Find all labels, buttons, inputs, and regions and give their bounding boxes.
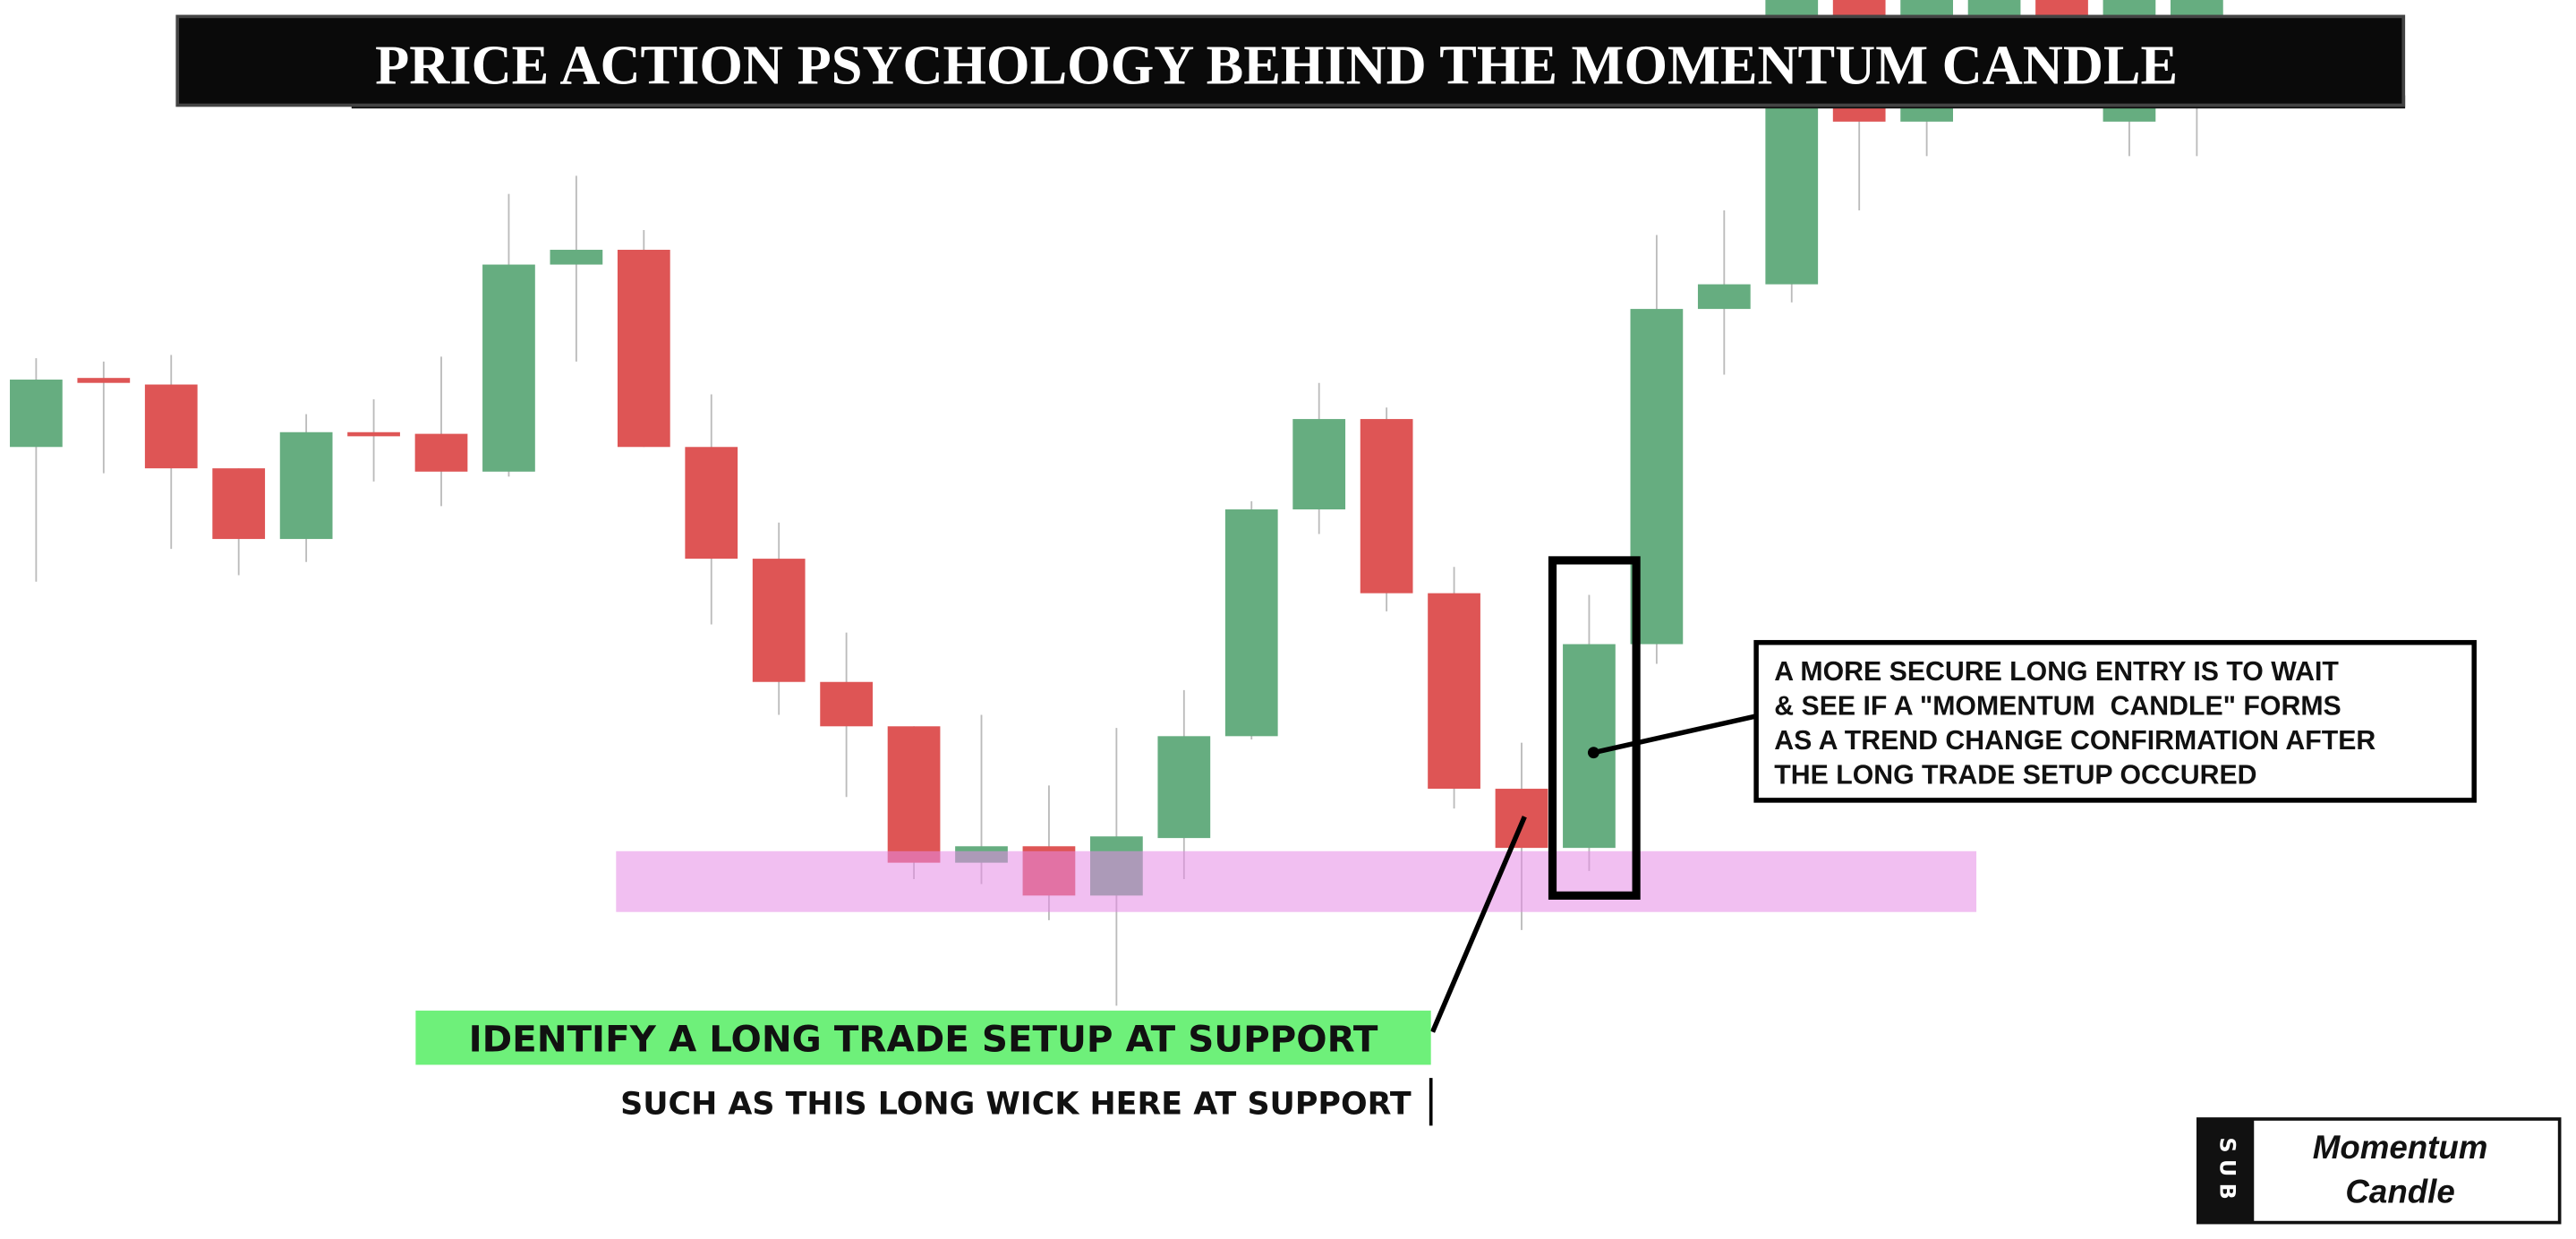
candle-body [212,468,266,540]
support-zone [616,850,1977,912]
candle-body [1292,419,1346,510]
candle-body [550,250,603,265]
candle-body [2171,0,2223,17]
pointer-line [1429,816,1527,1033]
candle-body [1360,419,1413,594]
badge-logo: SUB [2215,1137,2240,1206]
candle-body [414,433,468,472]
entry-note: A MORE SECURE LONG ENTRY IS TO WAIT & SEE… [1774,657,2376,790]
candle-body [347,432,400,437]
entry-note-line: AS A TREND CHANGE CONFIRMATION AFTER [1774,726,2376,756]
badge-logo-bg [2197,1118,2255,1223]
entry-note-line: & SEE IF A "MOMENTUM CANDLE" FORMS [1774,691,2341,721]
entry-note-line: THE LONG TRADE SETUP OCCURED [1774,761,2256,790]
candle-body [1428,593,1480,790]
candle-body [820,681,873,727]
candle-body [887,726,941,863]
pointer-dot [1587,747,1599,759]
entry-note-box [1753,639,2477,803]
title-band [175,14,2406,107]
candle-body [10,380,63,448]
candle-body [617,250,670,448]
entry-note-line: A MORE SECURE LONG ENTRY IS TO WAIT [1774,657,2339,687]
candle-body [482,264,535,472]
candle-body [685,447,738,560]
candle-body [752,559,806,682]
badge-line: Momentum [2313,1129,2488,1166]
pointer-line [1592,713,1755,756]
candle-body [1967,0,2021,17]
candle-body [144,384,198,469]
candle-body [279,432,333,540]
badge-line: Candle [2345,1174,2454,1210]
chart-title: PRICE ACTION PSYCHOLOGY BEHIND THE MOMEN… [375,35,2178,97]
candle-body [77,378,131,383]
candle-body [1563,644,1616,849]
candle-body [1224,509,1278,737]
momentum-highlight [1548,556,1641,900]
setup-detail: SUCH AS THIS LONG WICK HERE AT SUPPORT [620,1086,1412,1122]
setup-label: IDENTIFY A LONG TRADE SETUP AT SUPPORT [469,1019,1378,1061]
candle-body [1697,284,1751,310]
setup-label-bg [415,1010,1431,1065]
candle-body [1157,736,1211,839]
candle-body [2035,0,2088,17]
